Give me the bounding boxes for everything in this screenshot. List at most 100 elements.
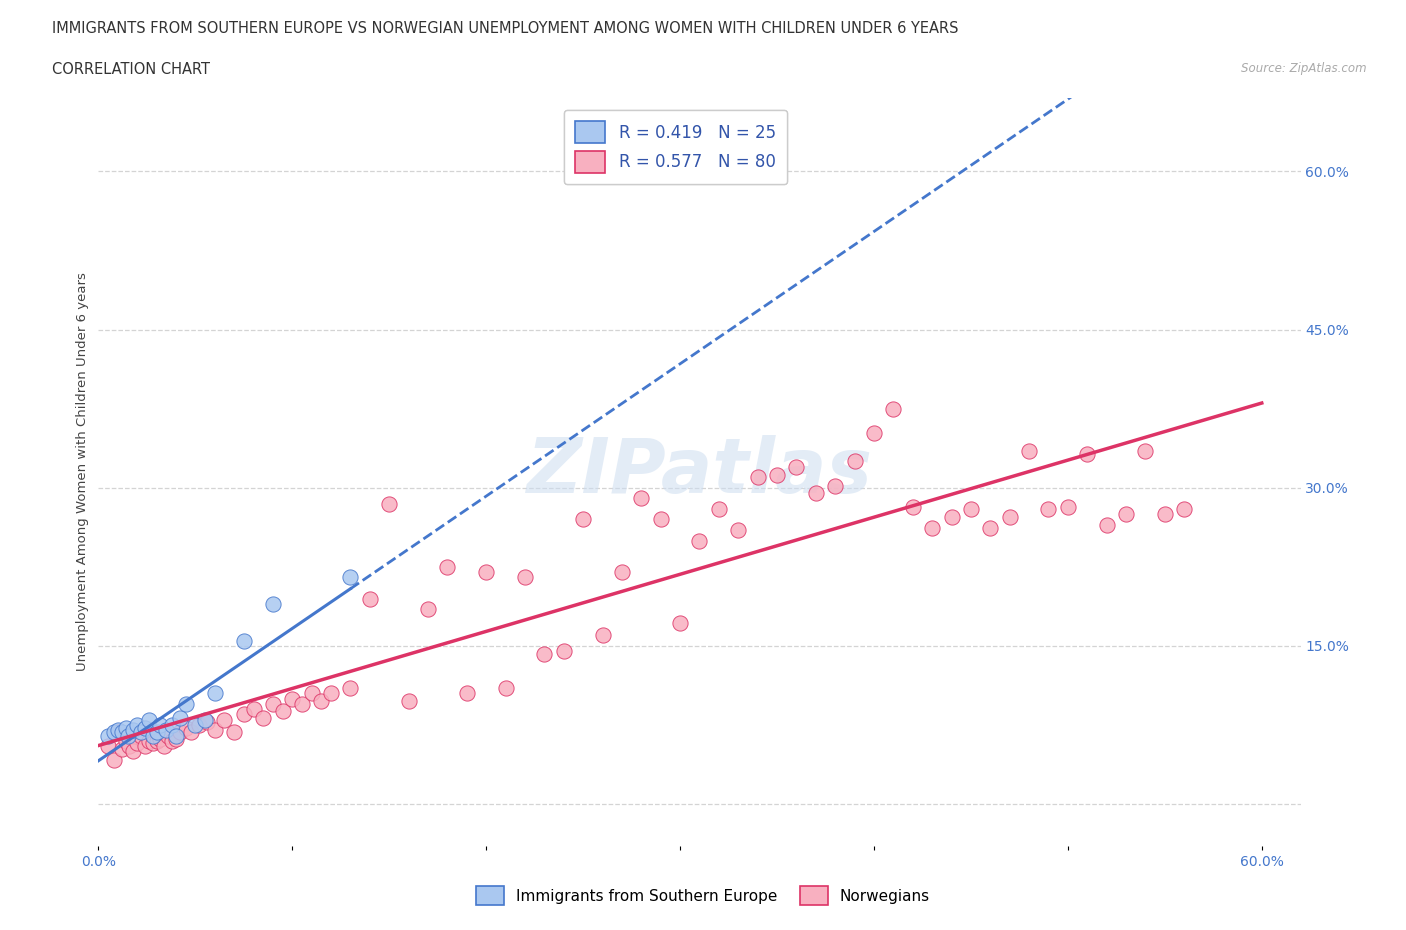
Point — [232, 707, 254, 722]
Point — [301, 686, 323, 701]
Point — [456, 686, 478, 701]
Point — [129, 725, 152, 740]
Point — [97, 728, 120, 743]
Point — [319, 686, 342, 701]
Point — [165, 728, 187, 743]
Point — [204, 686, 226, 701]
Point — [1135, 444, 1157, 458]
Point — [103, 725, 125, 740]
Point — [689, 533, 711, 548]
Point — [134, 721, 156, 736]
Point — [533, 647, 555, 662]
Point — [111, 742, 134, 757]
Point — [157, 728, 180, 743]
Point — [122, 744, 145, 759]
Point — [747, 470, 769, 485]
Point — [122, 723, 145, 737]
Point — [142, 728, 165, 743]
Point — [824, 478, 846, 493]
Point — [785, 459, 807, 474]
Point — [138, 712, 160, 727]
Point — [103, 752, 125, 767]
Point — [1057, 499, 1080, 514]
Point — [160, 718, 183, 733]
Point — [513, 570, 536, 585]
Point — [155, 723, 177, 737]
Point — [127, 736, 149, 751]
Point — [844, 454, 866, 469]
Point — [359, 591, 381, 606]
Point — [1018, 444, 1040, 458]
Point — [630, 491, 652, 506]
Point — [174, 697, 197, 711]
Point — [1173, 501, 1195, 516]
Point — [727, 523, 749, 538]
Point — [1095, 517, 1118, 532]
Point — [118, 738, 141, 753]
Point — [707, 501, 730, 516]
Point — [291, 697, 314, 711]
Point — [863, 426, 886, 441]
Point — [145, 734, 167, 749]
Point — [129, 728, 152, 743]
Point — [592, 628, 614, 643]
Legend: R = 0.419   N = 25, R = 0.577   N = 80: R = 0.419 N = 25, R = 0.577 N = 80 — [564, 110, 787, 184]
Point — [111, 725, 134, 740]
Point — [169, 725, 191, 740]
Point — [262, 697, 284, 711]
Point — [960, 501, 983, 516]
Point — [138, 734, 160, 749]
Point — [97, 738, 120, 753]
Y-axis label: Unemployment Among Women with Children Under 6 years: Unemployment Among Women with Children U… — [76, 272, 89, 671]
Point — [232, 633, 254, 648]
Point — [174, 721, 197, 736]
Text: Source: ZipAtlas.com: Source: ZipAtlas.com — [1241, 62, 1367, 75]
Text: IMMIGRANTS FROM SOUTHERN EUROPE VS NORWEGIAN UNEMPLOYMENT AMONG WOMEN WITH CHILD: IMMIGRANTS FROM SOUTHERN EUROPE VS NORWE… — [52, 21, 959, 36]
Text: CORRELATION CHART: CORRELATION CHART — [52, 62, 209, 77]
Point — [145, 725, 167, 740]
Point — [204, 723, 226, 737]
Point — [188, 718, 211, 733]
Text: ZIPatlas: ZIPatlas — [526, 435, 873, 509]
Point — [339, 570, 361, 585]
Point — [195, 714, 218, 729]
Point — [169, 711, 191, 725]
Point — [979, 521, 1001, 536]
Point — [1153, 507, 1175, 522]
Point — [117, 728, 139, 743]
Point — [214, 712, 236, 727]
Point — [1038, 501, 1060, 516]
Point — [416, 602, 439, 617]
Point — [114, 721, 136, 736]
Point — [165, 731, 187, 746]
Point — [160, 734, 183, 749]
Point — [242, 702, 264, 717]
Point — [572, 512, 595, 527]
Point — [436, 560, 458, 575]
Point — [311, 694, 333, 709]
Point — [262, 596, 284, 611]
Point — [901, 499, 924, 514]
Point — [142, 736, 165, 751]
Point — [281, 691, 304, 706]
Point — [149, 731, 172, 746]
Point — [669, 616, 692, 631]
Point — [475, 565, 498, 579]
Point — [1076, 446, 1098, 461]
Point — [766, 468, 789, 483]
Point — [184, 718, 207, 733]
Point — [107, 725, 129, 740]
Point — [941, 510, 963, 525]
Point — [180, 725, 202, 740]
Point — [398, 694, 420, 709]
Point — [271, 704, 294, 719]
Point — [252, 711, 274, 725]
Point — [149, 718, 172, 733]
Point — [1115, 507, 1137, 522]
Point — [610, 565, 633, 579]
Point — [134, 738, 156, 753]
Point — [107, 723, 129, 737]
Point — [153, 738, 176, 753]
Point — [882, 401, 904, 416]
Point — [339, 681, 361, 696]
